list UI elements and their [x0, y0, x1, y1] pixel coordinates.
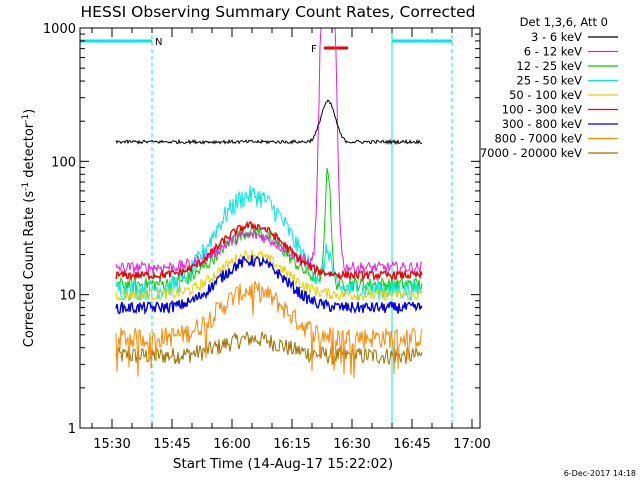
night-flag-label: N	[155, 37, 162, 48]
y-tick-label: 100	[51, 155, 76, 170]
plot-frame	[79, 27, 481, 429]
series-line-7000-20000keV	[115, 331, 423, 366]
x-tick-label: 15:30	[93, 437, 130, 452]
series-line-25-50keV	[115, 185, 423, 301]
legend-label: 800 - 7000 keV	[494, 132, 582, 146]
footer-date: 6-Dec-2017 14:18	[564, 469, 636, 478]
chart-title: HESSI Observing Summary Count Rates, Cor…	[81, 3, 476, 21]
x-tick-label: 16:15	[273, 437, 310, 452]
y-axis-label: Corrected Count Rate (s-1 detector-1)	[21, 109, 37, 347]
legend-label: 6 - 12 keV	[524, 45, 582, 59]
x-axis-label: Start Time (14-Aug-17 15:22:02)	[173, 456, 393, 472]
series-line-300-800keV	[115, 255, 423, 315]
series-line-6-12keV	[115, 27, 423, 275]
legend-label: 3 - 6 keV	[531, 30, 582, 44]
x-axis: 15:30 15:45 16:00 16:15 16:30 16:45 17:00	[91, 28, 491, 452]
y-tick-label: 10	[59, 289, 76, 304]
x-tick-label: 16:45	[393, 437, 430, 452]
legend-label: 7000 - 20000 keV	[480, 146, 582, 160]
legend-label: 100 - 300 keV	[502, 103, 582, 117]
y-axis: 1 10 100 1000	[43, 22, 480, 437]
legend-header: Det 1,3,6, Att 0	[520, 15, 608, 29]
legend-label: 25 - 50 keV	[516, 74, 582, 88]
y-tick-label: 1000	[43, 22, 76, 37]
legend-label: 12 - 25 keV	[516, 59, 582, 73]
attenuator-night-flags: NF	[79, 28, 453, 428]
legend-label: 300 - 800 keV	[502, 117, 582, 131]
series-line-12-25keV	[115, 167, 423, 293]
x-tick-label: 16:30	[333, 437, 370, 452]
x-tick-label: 16:00	[213, 437, 250, 452]
flare-flag-label: F	[311, 44, 317, 55]
series-line-3-6keV	[115, 99, 423, 146]
x-tick-label: 17:00	[453, 437, 490, 452]
x-tick-label: 15:45	[153, 437, 190, 452]
y-tick-label: 1	[68, 422, 76, 437]
series-line-50-100keV	[115, 249, 423, 302]
series-line-800-7000keV	[115, 280, 423, 379]
series-layer	[115, 27, 423, 379]
series-line-100-300keV	[115, 220, 423, 282]
legend-label: 50 - 100 keV	[509, 88, 582, 102]
